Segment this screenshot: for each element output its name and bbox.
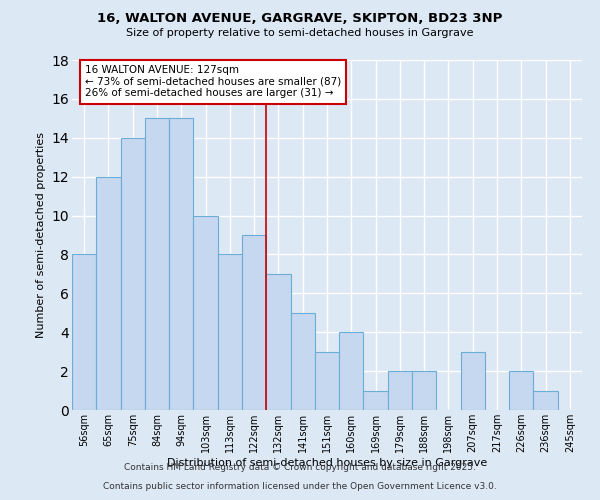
Bar (193, 216, 218, 410)
Bar (96, 176, 121, 410)
Bar (145, 118, 169, 410)
Bar (218, 254, 242, 410)
Bar (169, 118, 193, 410)
Bar (315, 352, 339, 410)
Bar (533, 390, 558, 410)
Bar (364, 390, 388, 410)
Bar (461, 352, 485, 410)
X-axis label: Distribution of semi-detached houses by size in Gargrave: Distribution of semi-detached houses by … (167, 458, 487, 468)
Text: 16, WALTON AVENUE, GARGRAVE, SKIPTON, BD23 3NP: 16, WALTON AVENUE, GARGRAVE, SKIPTON, BD… (97, 12, 503, 26)
Y-axis label: Number of semi-detached properties: Number of semi-detached properties (36, 132, 46, 338)
Bar (242, 235, 266, 410)
Bar (412, 371, 436, 410)
Text: Contains public sector information licensed under the Open Government Licence v3: Contains public sector information licen… (103, 482, 497, 491)
Text: Contains HM Land Registry data © Crown copyright and database right 2025.: Contains HM Land Registry data © Crown c… (124, 464, 476, 472)
Text: 16 WALTON AVENUE: 127sqm
← 73% of semi-detached houses are smaller (87)
26% of s: 16 WALTON AVENUE: 127sqm ← 73% of semi-d… (85, 66, 341, 98)
Text: Size of property relative to semi-detached houses in Gargrave: Size of property relative to semi-detach… (126, 28, 474, 38)
Bar (290, 313, 315, 410)
Bar (388, 371, 412, 410)
Bar (339, 332, 364, 410)
Bar (509, 371, 533, 410)
Bar (72, 254, 96, 410)
Bar (121, 138, 145, 410)
Bar (266, 274, 290, 410)
